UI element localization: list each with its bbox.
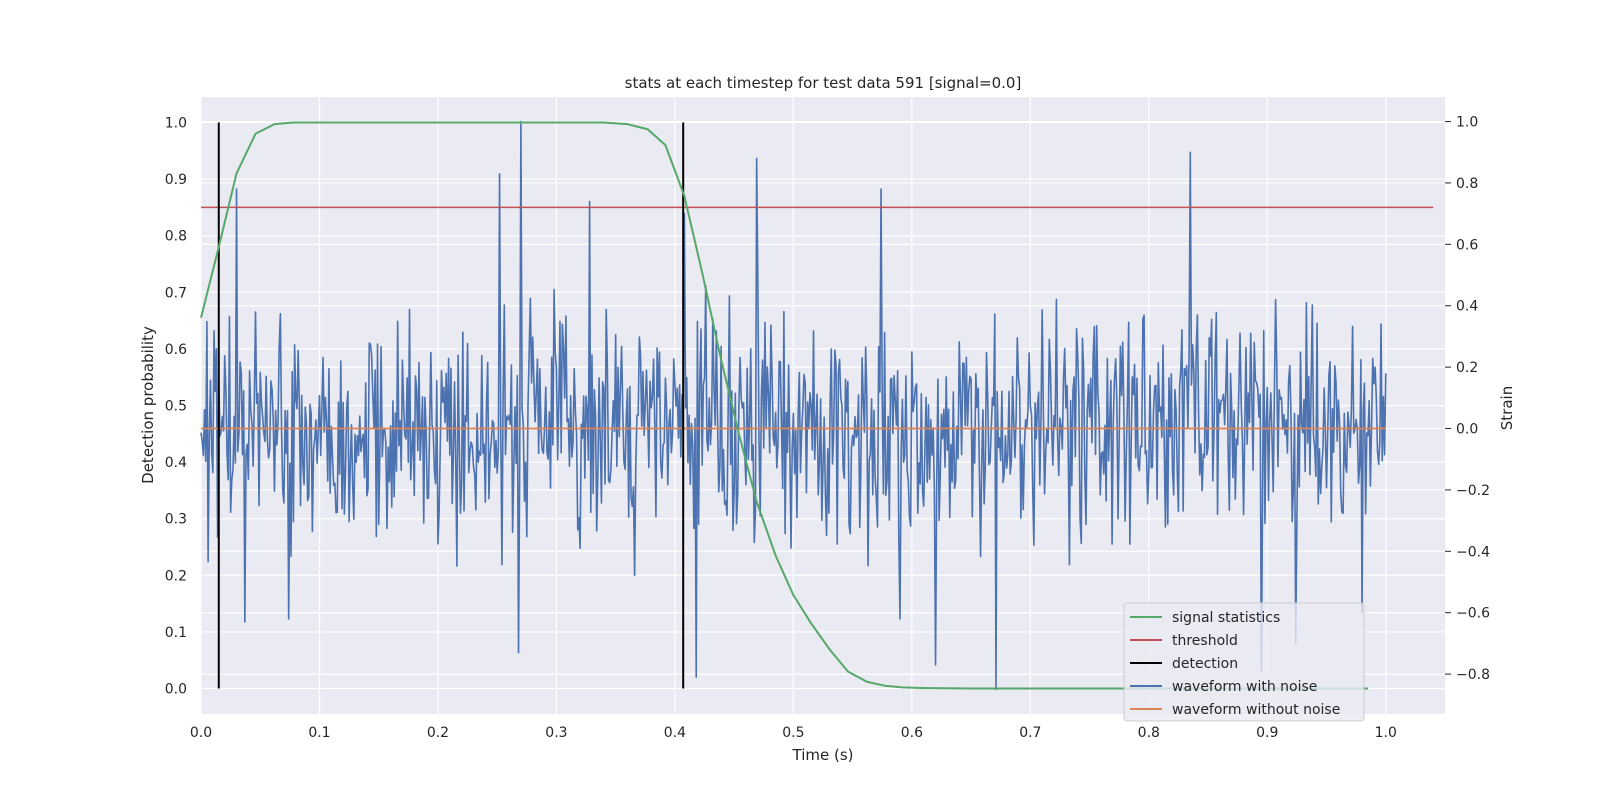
y-right-tick-label: 0.0 [1456,422,1478,438]
x-tick-label: 0.7 [1019,725,1041,741]
x-tick-label: 0.9 [1256,725,1278,741]
plot-series [200,120,1434,691]
legend-label-waveform-with-noise: waveform with noise [1172,679,1317,695]
y-right-tick-label: −0.8 [1456,667,1490,683]
chart-title: stats at each timestep for test data 591… [625,74,1022,92]
x-tick-label: 0.1 [308,725,330,741]
y-right-tick-label: 1.0 [1456,115,1478,131]
x-tick-label: 0.3 [545,725,567,741]
y-left-tick-label: 0.8 [165,229,187,245]
y-left-tick-label: 0.7 [165,285,187,301]
legend-label-signal-statistics: signal statistics [1172,610,1280,626]
y-left-tick-label: 0.3 [165,512,187,528]
x-tick-label: 1.0 [1375,725,1397,741]
x-tick-label: 0.8 [1138,725,1160,741]
legend-label-threshold: threshold [1172,633,1238,649]
x-tick-label: 0.2 [427,725,449,741]
y-right-tick-label: −0.6 [1456,606,1490,622]
y-axis-left-label: Detection probability [139,326,157,484]
x-tick-label: 0.6 [901,725,923,741]
y-left-tick-label: 0.2 [165,568,187,584]
y-right-tick-label: −0.2 [1456,483,1490,499]
legend-label-waveform-without-noise: waveform without noise [1172,702,1340,718]
legend-box [1123,602,1365,722]
y-left-tick-label: 0.5 [165,399,187,415]
x-tick-label: 0.0 [190,725,212,741]
y-right-tick-label: 0.2 [1456,360,1478,376]
y-left-tick-label: 0.1 [165,625,187,641]
x-tick-label: 0.5 [782,725,804,741]
x-tick-label: 0.4 [664,725,686,741]
y-left-tick-label: 0.0 [165,682,187,698]
axes-ticks: 0.0 0.1 0.2 0.3 0.4 0.5 0.6 0.7 0.8 0.9 1.0 0.0 0.1 0… [165,115,1490,741]
y-axis-right-label: Strain [1498,386,1516,430]
signal-statistics-line [200,121,1368,690]
legend: signal statistics threshold detection wa… [1123,602,1365,722]
y-left-tick-label: 0.9 [165,172,187,188]
y-right-tick-label: 0.4 [1456,299,1478,315]
legend-label-detection: detection [1172,656,1238,672]
y-right-tick-label: −0.4 [1456,544,1490,560]
waveform-with-noise-line [200,120,1387,691]
y-right-tick-label: 0.8 [1456,176,1478,192]
y-left-tick-label: 1.0 [165,115,187,131]
y-right-tick-label: 0.6 [1456,237,1478,253]
y-left-tick-label: 0.6 [165,342,187,358]
x-axis-label: Time (s) [792,746,854,764]
y-left-tick-label: 0.4 [165,455,187,471]
